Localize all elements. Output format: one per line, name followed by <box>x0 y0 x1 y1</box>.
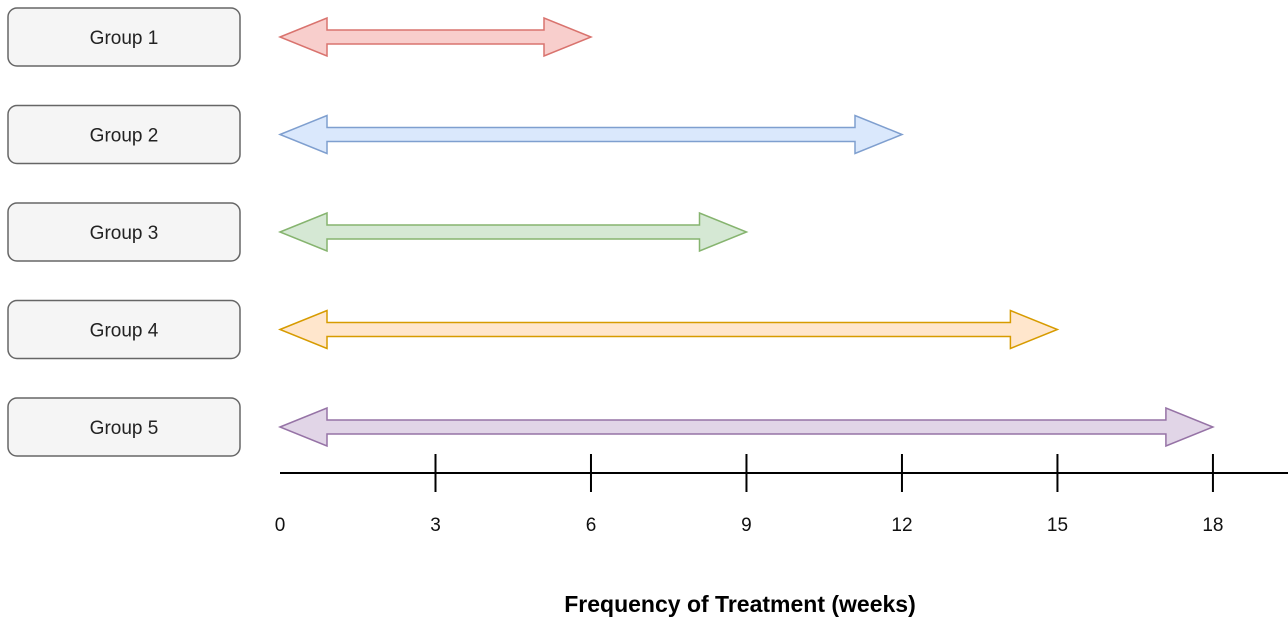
group-box-3 <box>7 202 241 262</box>
x-tick-label-3: 3 <box>430 515 441 536</box>
group-label-4: Group 4 <box>7 299 241 360</box>
group-box-4 <box>7 299 241 360</box>
group-name-2: Group 2 <box>90 126 159 147</box>
group-box-2 <box>7 104 241 165</box>
x-tick-label-12: 12 <box>891 515 912 536</box>
group-box-5 <box>7 397 241 457</box>
group-label-3: Group 3 <box>7 202 241 262</box>
group-name-4: Group 4 <box>90 321 159 342</box>
x-axis-title: Frequency of Treatment (weeks) <box>564 591 916 617</box>
group-name-1: Group 1 <box>90 28 159 49</box>
x-axis-ticks: 0 3 6 9 12 15 18 <box>275 454 1224 536</box>
duration-arrow-group-1 <box>277 16 594 58</box>
group-name-3: Group 3 <box>90 223 159 244</box>
duration-arrow-group-5 <box>277 406 1215 448</box>
x-tick-label-0: 0 <box>275 515 286 536</box>
duration-arrows <box>277 16 1215 448</box>
duration-arrow-group-3 <box>277 211 749 253</box>
x-axis: 0 3 6 9 12 15 18 <box>275 454 1288 536</box>
x-tick-label-6: 6 <box>586 515 597 536</box>
group-name-5: Group 5 <box>90 418 159 439</box>
duration-arrow-group-2 <box>277 114 905 155</box>
group-rows: Group 1 Group 2 Group 3 Group 4 Group 5 <box>7 7 241 457</box>
group-label-2: Group 2 <box>7 104 241 165</box>
x-tick-label-18: 18 <box>1202 515 1223 536</box>
group-box-1 <box>7 7 241 67</box>
group-label-5: Group 5 <box>7 397 241 457</box>
x-tick-label-9: 9 <box>741 515 752 536</box>
duration-arrow-group-4 <box>277 309 1060 350</box>
group-label-1: Group 1 <box>7 7 241 67</box>
x-tick-label-15: 15 <box>1047 515 1068 536</box>
